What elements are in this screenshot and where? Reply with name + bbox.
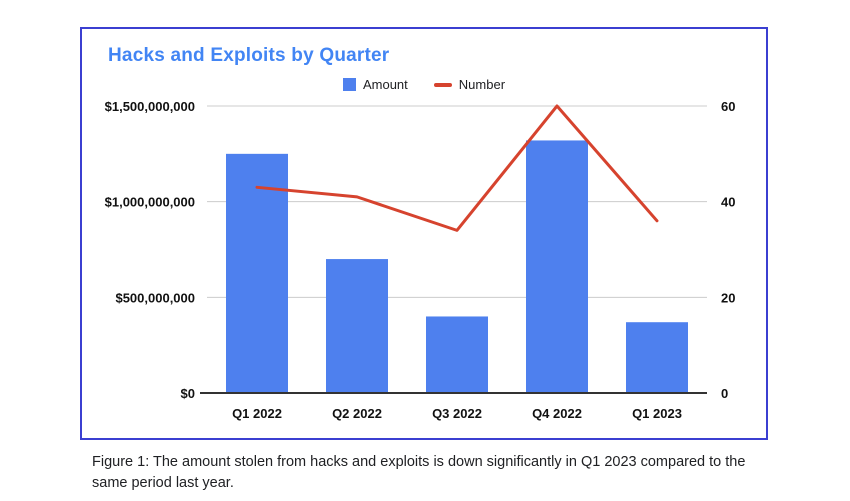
amount-swatch-icon bbox=[342, 78, 356, 91]
bar-q4-2022 bbox=[526, 140, 588, 393]
x-axis-label: Q1 2022 bbox=[232, 406, 282, 421]
bar-q3-2022 bbox=[426, 316, 488, 393]
chart-title: Hacks and Exploits by Quarter bbox=[108, 45, 390, 66]
chart-plot: $0 $500,000,000 $1,000,000,000 $1,500,000,0… bbox=[105, 99, 736, 421]
number-swatch-icon bbox=[433, 82, 452, 87]
chart-frame: Hacks and Exploits by Quarter Amount Num… bbox=[80, 27, 768, 440]
left-axis-tick: $0 bbox=[181, 386, 195, 401]
x-axis-label: Q4 2022 bbox=[532, 406, 582, 421]
right-axis-tick: 20 bbox=[721, 290, 735, 305]
x-axis-label: Q2 2022 bbox=[332, 406, 382, 421]
chart-legend: Amount Number bbox=[82, 77, 766, 92]
legend-label-number: Number bbox=[458, 77, 506, 92]
x-axis-label: Q1 2023 bbox=[632, 406, 682, 421]
bar-q2-2022 bbox=[326, 259, 388, 393]
bar-q1-2023 bbox=[626, 322, 688, 393]
right-axis-tick: 0 bbox=[721, 386, 728, 401]
left-axis-tick: $1,000,000,000 bbox=[105, 195, 195, 210]
left-axis-tick: $1,500,000,000 bbox=[105, 99, 195, 114]
legend-item-number: Number bbox=[433, 77, 506, 92]
bar-q1-2022 bbox=[226, 153, 288, 393]
right-axis-tick: 60 bbox=[721, 99, 735, 114]
left-axis-tick: $500,000,000 bbox=[115, 290, 195, 305]
number-line bbox=[255, 104, 659, 232]
legend-label-amount: Amount bbox=[362, 77, 408, 92]
figure-caption: Figure 1: The amount stolen from hacks a… bbox=[92, 454, 746, 492]
right-axis-tick: 40 bbox=[721, 195, 735, 210]
legend-item-amount: Amount bbox=[342, 77, 408, 92]
x-axis-label: Q3 2022 bbox=[432, 406, 482, 421]
